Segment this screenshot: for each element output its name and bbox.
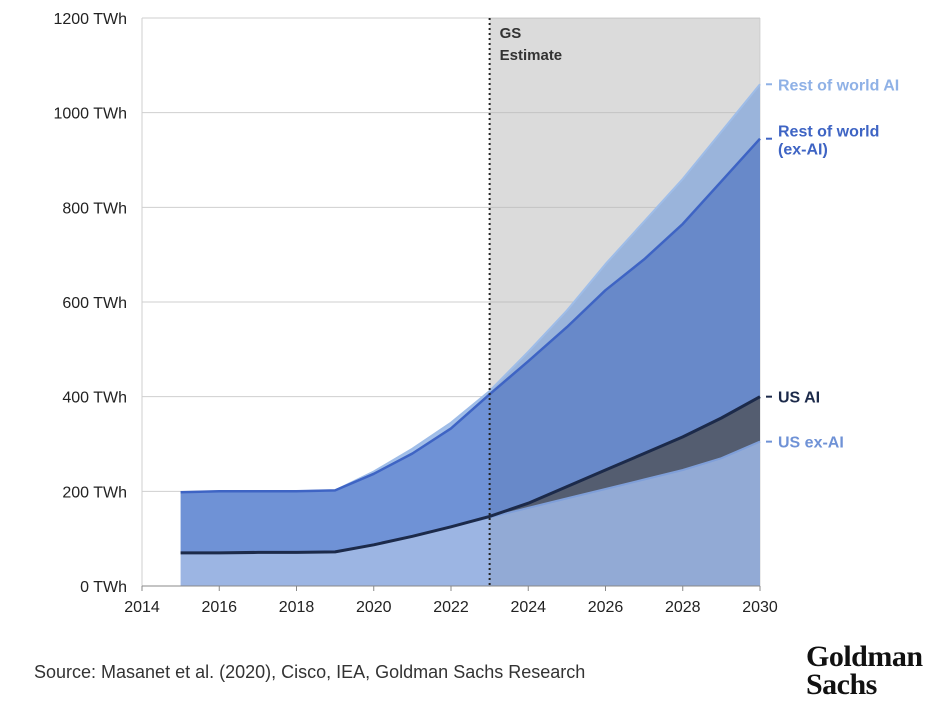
x-tick-label: 2014 bbox=[124, 599, 160, 616]
x-tick-label: 2018 bbox=[279, 599, 315, 616]
chart-canvas: 0 TWh 200 TWh 400 TWh 600 TWh 800 TWh 1000 TW… bbox=[53, 11, 899, 616]
estimate-label-1: GS bbox=[500, 25, 522, 42]
area-us-ex-ai bbox=[180, 441, 761, 586]
x-tick-label: 2030 bbox=[742, 599, 778, 616]
x-tick-label: 2022 bbox=[433, 599, 469, 616]
logo-line-2: Sachs bbox=[806, 668, 877, 701]
logo-line-1: Goldman bbox=[806, 640, 923, 673]
forecast-overlay bbox=[489, 18, 760, 586]
goldman-sachs-logo: Goldman Sachs bbox=[806, 640, 934, 701]
series-label-us_ai: US AI bbox=[778, 390, 820, 407]
series-label-row_exai-2: (ex-AI) bbox=[778, 142, 828, 159]
y-tick-label: 800 TWh bbox=[62, 200, 127, 217]
plot-area: 0 TWh 200 TWh 400 TWh 600 TWh 800 TWh 1000 TW… bbox=[53, 11, 899, 616]
x-tick-label: 2028 bbox=[665, 599, 701, 616]
line-row-ex-ai bbox=[180, 137, 761, 494]
line-us-ai bbox=[180, 395, 761, 555]
y-tick-label: 1200 TWh bbox=[53, 11, 127, 28]
area-rest-of-world-ex-ai- bbox=[180, 138, 761, 553]
y-tick-label: 0 TWh bbox=[80, 579, 127, 596]
source-note: Source: Masanet et al. (2020), Cisco, IE… bbox=[34, 662, 586, 682]
x-tick-label: 2020 bbox=[356, 599, 392, 616]
x-tick-label: 2024 bbox=[510, 599, 546, 616]
series-label-row_exai-1: Rest of world bbox=[778, 124, 879, 141]
series-label-row_ai: Rest of world AI bbox=[778, 77, 899, 94]
x-tick-label: 2026 bbox=[588, 599, 624, 616]
y-tick-label: 200 TWh bbox=[62, 484, 127, 501]
x-tick-label: 2016 bbox=[201, 599, 237, 616]
y-tick-label: 400 TWh bbox=[62, 390, 127, 407]
estimate-label-2: Estimate bbox=[500, 47, 563, 64]
y-tick-label: 1000 TWh bbox=[53, 106, 127, 123]
series-label-us_exai: US ex-AI bbox=[778, 435, 844, 452]
y-tick-label: 600 TWh bbox=[62, 295, 127, 312]
